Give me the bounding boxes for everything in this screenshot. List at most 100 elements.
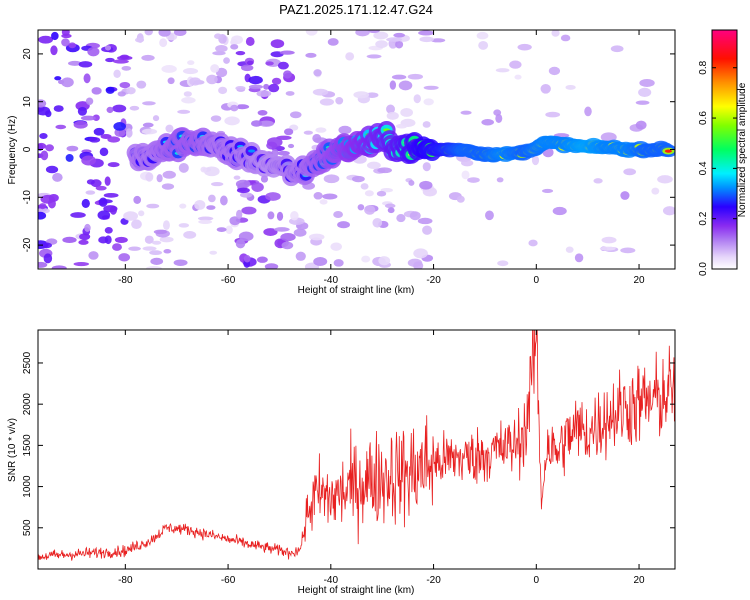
spectrogram-noise-blob [456,195,465,203]
spectrogram-noise-blob [198,219,213,225]
spectrogram-noise-blob [73,120,88,129]
spectrogram-noise-blob [104,45,112,51]
spectrogram-noise-blob [413,248,428,259]
spectrogram-noise-blob [144,30,153,36]
spectrogram-noise-blob [312,133,322,143]
snr-x-tick-label: 20 [633,575,645,586]
spectrogram-noise-blob [257,110,268,116]
spectrogram-noise-blob [146,203,160,209]
spectrogram-noise-blob [149,250,163,256]
spectrogram-noise-blob [330,242,342,251]
spectrogram-noise-blob [214,33,222,39]
spectrogram-noise-blob [305,30,318,36]
spectrogram-noise-blob [51,265,67,269]
spectrogram-noise-blob [208,194,216,203]
spectrogram-noise-blob [295,251,306,261]
spectrogram-noise-blob [327,38,339,46]
spectrogram-noise-blob [250,120,263,127]
spectrogram-noise-blob [280,233,296,242]
spectrogram-noise-blob [51,31,59,41]
spectrogram-noise-blob [182,68,199,75]
colorbar-tick-label: 0.8 [698,60,709,74]
spectrogram-noise-blob [268,83,280,93]
spectrogram-noise-blob [183,91,192,97]
spectrogram-y-ticks: -20 -10 0 10 20 [22,48,675,252]
spectrogram-noise-blob [181,97,196,104]
spectrogram-noise-blob [129,105,140,111]
spectrogram-noise-blob [200,166,207,173]
spectrogram-noise-blob [223,57,230,64]
spectrogram-x-tick-label: -60 [221,275,236,286]
spectrogram-noise-blob [236,209,243,220]
spectrogram-noise-blob [40,150,49,161]
spectrogram-noise-blob [161,183,175,190]
spectrogram-noise-blob [134,37,145,43]
spectrogram-noise-blob [419,180,433,190]
spectrogram-noise-blob [235,179,251,189]
spectrogram-x-tick-label: 20 [633,275,645,286]
spectrogram-noise-blob [386,37,403,42]
spectrogram-noise-blob [177,109,191,114]
snr-x-tick-label: 0 [534,575,540,586]
spectrogram-noise-blob [481,118,494,126]
colorbar-label: Normalized spectral amplitude [737,82,748,217]
spectrogram-noise-blob [423,98,434,106]
spectrogram-noise-blob [584,106,592,117]
spectrogram-noise-blob [396,214,406,223]
spectrogram-noise-blob [112,104,127,113]
spectrogram-heat-layer [38,30,675,269]
spectrogram-noise-blob [279,50,295,55]
spectrogram-noise-blob [418,30,435,36]
spectrogram-noise-blob [319,199,328,205]
spectrogram-noise-blob [158,30,171,37]
snr-y-tick-label: 2500 [22,351,33,374]
snr-x-tick-label: -80 [118,575,133,586]
spectrogram-x-ticks: -80 -60 -40 -20 0 20 [118,30,645,286]
spectrogram-noise-blob [210,115,222,122]
spectrogram-noise-blob [91,87,102,95]
spectrogram-noise-blob [125,128,133,138]
spectrogram-noise-blob [238,231,254,242]
spectrogram-noise-blob [552,206,567,216]
spectrogram-noise-blob [639,79,655,87]
spectrogram-noise-blob [373,31,389,40]
spectrogram-noise-blob [375,40,388,49]
spectrogram-noise-blob [113,69,121,78]
spectrogram-noise-blob [290,111,302,119]
spectrogram-noise-blob [83,73,91,84]
spectrogram-noise-blob [345,52,355,61]
spectrogram-noise-blob [240,64,254,72]
spectrogram-noise-blob [635,100,650,105]
snr-x-tick-label: -60 [221,575,236,586]
spectrogram-noise-blob [276,211,284,221]
spectrogram-noise-blob [173,30,187,37]
spectrogram-noise-blob [67,60,82,66]
spectrogram-noise-blob [77,106,88,116]
spectrogram-noise-blob [662,206,675,216]
spectrogram-noise-blob [75,101,90,111]
spectrogram-noise-blob [104,226,113,234]
spectrogram-noise-blob [319,98,335,106]
snr-y-tick-label: 1000 [22,475,33,498]
spectrogram-y-tick-label: 20 [22,48,33,60]
spectrogram-noise-blob [400,108,414,117]
spectrogram-noise-blob [638,87,652,97]
spectrogram-noise-blob [99,147,109,157]
spectrogram-noise-blob [548,66,561,76]
spectrogram-noise-blob [285,91,295,96]
spectrogram-noise-blob [84,223,91,232]
snr-y-tick-label: 2000 [22,393,33,416]
spectrogram-noise-blob [260,175,269,183]
spectrogram-noise-blob [245,36,255,47]
spectrogram-noise-blob [395,123,408,129]
spectrogram-noise-blob [62,236,77,244]
spectrogram-noise-blob [233,175,241,180]
spectrogram-noise-blob [241,206,257,215]
spectrogram-noise-blob [220,195,228,206]
spectrogram-noise-blob [145,172,154,182]
spectrogram-noise-blob [391,74,407,80]
spectrogram-noise-blob [364,190,374,197]
spectrogram-noise-blob [599,246,616,251]
spectrogram-noise-blob [133,195,142,204]
colorbar-tick-label: 0.6 [698,111,709,125]
